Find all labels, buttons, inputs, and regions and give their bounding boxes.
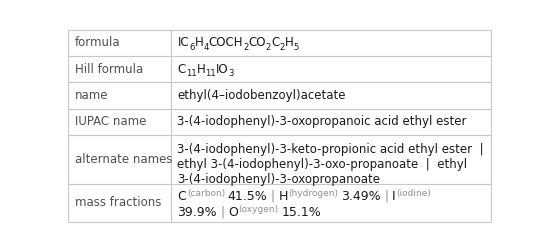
Text: H: H: [278, 189, 288, 202]
Text: ethyl(4–iodobenzoyl)acetate: ethyl(4–iodobenzoyl)acetate: [177, 89, 346, 102]
Text: 3-(4-iodophenyl)-3-keto-propionic acid ethyl ester  |: 3-(4-iodophenyl)-3-keto-propionic acid e…: [177, 143, 484, 156]
Text: (iodine): (iodine): [396, 189, 431, 198]
Text: mass fractions: mass fractions: [75, 196, 161, 209]
Text: 2: 2: [266, 43, 271, 52]
Text: H: H: [197, 63, 205, 76]
Text: COCH: COCH: [209, 37, 243, 50]
Text: |: |: [384, 189, 388, 202]
Text: |: |: [221, 206, 224, 219]
Text: C: C: [271, 37, 280, 50]
Text: ethyl 3-(4-iodophenyl)-3-oxo-propanoate  |  ethyl: ethyl 3-(4-iodophenyl)-3-oxo-propanoate …: [177, 158, 467, 171]
Text: H: H: [285, 37, 294, 50]
Text: (oxygen): (oxygen): [239, 205, 278, 214]
Text: 4: 4: [203, 43, 209, 52]
Text: alternate names: alternate names: [75, 153, 172, 166]
Text: 39.9%: 39.9%: [177, 206, 217, 219]
Text: (hydrogen): (hydrogen): [288, 189, 339, 198]
Text: IUPAC name: IUPAC name: [75, 115, 146, 128]
Text: 11: 11: [186, 69, 197, 78]
Text: 3.49%: 3.49%: [341, 189, 381, 202]
Text: I: I: [391, 189, 395, 202]
Text: CO: CO: [248, 37, 266, 50]
Text: 2: 2: [243, 43, 248, 52]
Text: O: O: [228, 206, 238, 219]
Text: C: C: [177, 63, 186, 76]
Text: 3-(4-iodophenyl)-3-oxopropanoic acid ethyl ester: 3-(4-iodophenyl)-3-oxopropanoic acid eth…: [177, 115, 467, 128]
Text: 5: 5: [294, 43, 299, 52]
Text: 6: 6: [189, 43, 194, 52]
Text: 11: 11: [205, 69, 216, 78]
Text: (carbon): (carbon): [187, 189, 225, 198]
Text: IC: IC: [177, 37, 189, 50]
Text: name: name: [75, 89, 108, 102]
Text: IO: IO: [216, 63, 229, 76]
Text: 15.1%: 15.1%: [281, 206, 321, 219]
Text: |: |: [271, 189, 275, 202]
Text: 2: 2: [280, 43, 285, 52]
Text: 3: 3: [229, 69, 234, 78]
Text: 3-(4-iodophenyl)-3-oxopropanoate: 3-(4-iodophenyl)-3-oxopropanoate: [177, 173, 381, 187]
Text: 41.5%: 41.5%: [228, 189, 268, 202]
Text: formula: formula: [75, 37, 120, 50]
Text: H: H: [194, 37, 203, 50]
Text: C: C: [177, 189, 186, 202]
Text: Hill formula: Hill formula: [75, 63, 143, 76]
